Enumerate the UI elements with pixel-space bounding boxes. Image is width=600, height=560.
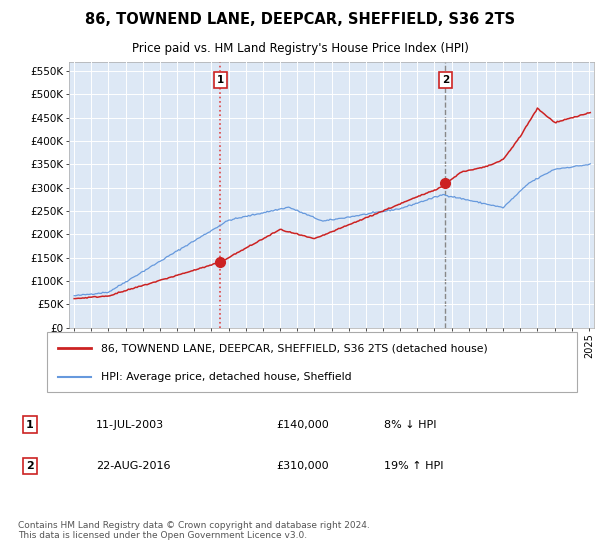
Text: £140,000: £140,000: [276, 419, 329, 430]
Text: 8% ↓ HPI: 8% ↓ HPI: [384, 419, 437, 430]
Text: 86, TOWNEND LANE, DEEPCAR, SHEFFIELD, S36 2TS: 86, TOWNEND LANE, DEEPCAR, SHEFFIELD, S3…: [85, 12, 515, 27]
Text: 1: 1: [26, 419, 34, 430]
Text: £310,000: £310,000: [276, 461, 329, 471]
Text: Contains HM Land Registry data © Crown copyright and database right 2024.
This d: Contains HM Land Registry data © Crown c…: [18, 521, 370, 540]
Text: HPI: Average price, detached house, Sheffield: HPI: Average price, detached house, Shef…: [101, 372, 352, 382]
Text: Price paid vs. HM Land Registry's House Price Index (HPI): Price paid vs. HM Land Registry's House …: [131, 43, 469, 55]
Text: 86, TOWNEND LANE, DEEPCAR, SHEFFIELD, S36 2TS (detached house): 86, TOWNEND LANE, DEEPCAR, SHEFFIELD, S3…: [101, 343, 488, 353]
FancyBboxPatch shape: [47, 332, 577, 391]
Text: 19% ↑ HPI: 19% ↑ HPI: [384, 461, 443, 471]
Text: 1: 1: [217, 75, 224, 85]
Text: 11-JUL-2003: 11-JUL-2003: [96, 419, 164, 430]
Text: 2: 2: [442, 75, 449, 85]
Text: 22-AUG-2016: 22-AUG-2016: [96, 461, 170, 471]
Text: 2: 2: [26, 461, 34, 471]
